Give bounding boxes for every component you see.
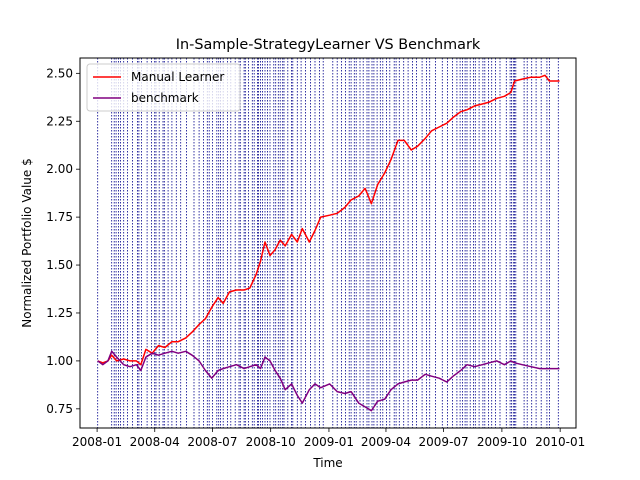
series-line-benchmark [97,350,560,412]
x-axis: 2008-01 2008-04 2008-07 2008-10 2009-01 2009-… [72,428,585,449]
x-tick-label: 2009-01 [304,435,354,449]
x-tick-label: 2008-01 [72,435,122,449]
y-tick-label: 2.50 [46,66,73,80]
x-axis-label: Time [312,456,342,470]
legend: Manual Learner benchmark [86,63,241,112]
x-tick-label: 2009-04 [361,435,411,449]
y-tick-label: 1.25 [46,306,73,320]
y-axis-label: Normalized Portfolio Value $ [20,158,34,327]
x-tick-label: 2008-10 [246,435,296,449]
y-tick-label: 1.75 [46,210,73,224]
x-tick-label: 2008-07 [187,435,237,449]
x-tick-label: 2009-07 [419,435,469,449]
plot-frame [79,57,577,429]
chart-title: In-Sample-StrategyLearner VS Benchmark [176,37,481,53]
y-tick-label: 1.00 [46,354,73,368]
legend-box [86,63,241,112]
series-lines [97,74,560,412]
x-tick-label: 2009-10 [477,435,527,449]
series-line-manual-learner [97,74,560,366]
y-tick-label: 0.75 [46,402,73,416]
y-tick-label: 2.25 [46,114,73,128]
x-tick-label: 2010-01 [535,435,585,449]
y-tick-label: 2.00 [46,162,73,176]
y-axis: 0.75 1.00 1.25 1.50 1.75 2.00 2.25 2.50 [46,66,80,416]
legend-label-manual-learner: Manual Learner [131,70,224,84]
legend-label-benchmark: benchmark [131,91,199,105]
x-tick-label: 2008-04 [130,435,180,449]
y-tick-label: 1.50 [46,258,73,272]
